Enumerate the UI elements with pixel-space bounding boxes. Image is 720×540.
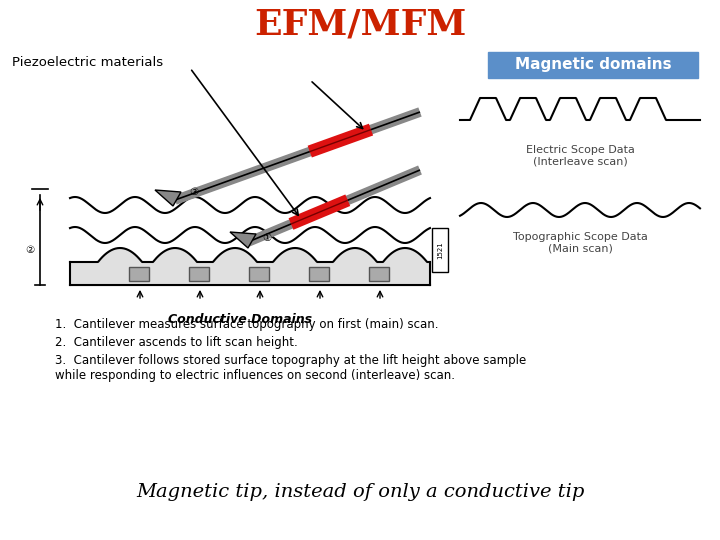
Bar xyxy=(432,228,448,272)
Polygon shape xyxy=(155,190,181,206)
Text: ③: ③ xyxy=(189,187,198,197)
Polygon shape xyxy=(230,232,256,248)
Text: Topographic Scope Data
(Main scan): Topographic Scope Data (Main scan) xyxy=(513,232,647,254)
Text: ②: ② xyxy=(25,245,35,255)
Text: Piezoelectric materials: Piezoelectric materials xyxy=(12,56,163,69)
Text: 3.  Cantilever follows stored surface topography at the lift height above sample: 3. Cantilever follows stored surface top… xyxy=(55,354,526,382)
Text: 1.  Cantilever measures surface topography on first (main) scan.: 1. Cantilever measures surface topograph… xyxy=(55,318,438,331)
Bar xyxy=(369,267,389,281)
Bar xyxy=(249,267,269,281)
Text: 1521: 1521 xyxy=(437,241,443,259)
Bar xyxy=(129,267,149,281)
Text: EFM/MFM: EFM/MFM xyxy=(254,8,466,42)
Text: Conductive Domains: Conductive Domains xyxy=(168,313,312,326)
Text: Magnetic tip, instead of only a conductive tip: Magnetic tip, instead of only a conducti… xyxy=(136,483,584,501)
Bar xyxy=(309,267,329,281)
Text: Magnetic domains: Magnetic domains xyxy=(515,57,671,72)
Text: ①: ① xyxy=(262,233,271,243)
Text: 2.  Cantilever ascends to lift scan height.: 2. Cantilever ascends to lift scan heigh… xyxy=(55,336,298,349)
Bar xyxy=(488,52,698,78)
Bar xyxy=(189,267,209,281)
Text: Electric Scope Data
(Interleave scan): Electric Scope Data (Interleave scan) xyxy=(526,145,634,167)
